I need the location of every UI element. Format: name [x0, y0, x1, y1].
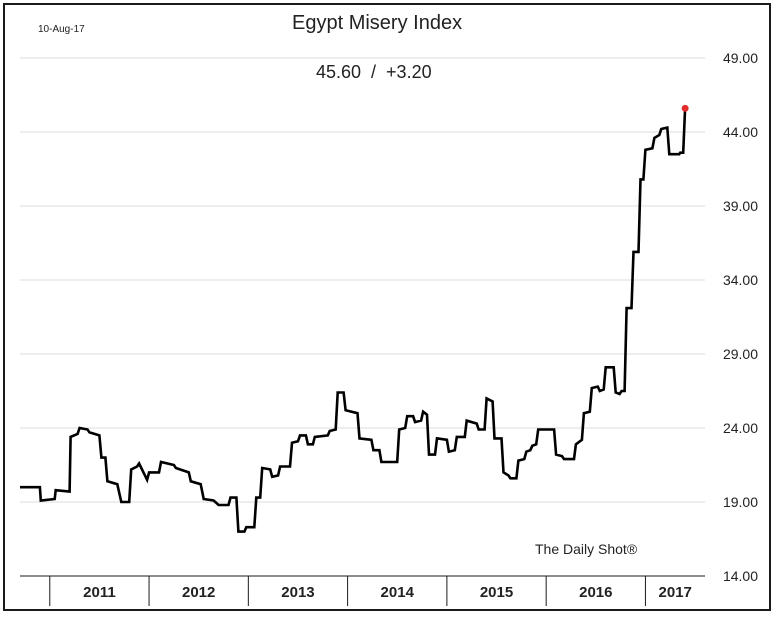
latest-point-marker: [681, 104, 689, 112]
x-axis: 2011 2012 2013 2014 2015 2016 2017: [20, 575, 705, 606]
x-tick-label: 2011: [83, 584, 116, 601]
misery-index-line: [20, 108, 687, 533]
x-tick-label: 2015: [480, 584, 513, 601]
y-tick-label: 49.00: [723, 50, 758, 66]
y-tick-label: 39.00: [723, 198, 758, 214]
x-tick-label: 2013: [281, 584, 314, 601]
y-axis-ticks: 14.00 19.00 24.00 29.00 34.00 39.00 44.00 49.00: [723, 50, 758, 584]
source-label: The Daily Shot®: [535, 541, 638, 557]
x-tick-label: 2012: [182, 584, 215, 601]
x-tick-label: 2016: [579, 584, 612, 601]
y-tick-label: 44.00: [723, 124, 758, 140]
chart-date: 10-Aug-17: [38, 24, 85, 35]
y-tick-label: 19.00: [723, 494, 758, 510]
y-tick-label: 24.00: [723, 420, 758, 436]
series-group: [20, 104, 689, 533]
chart-frame: [3, 3, 771, 611]
y-tick-label: 29.00: [723, 346, 758, 362]
x-tick-label: 2014: [381, 584, 415, 601]
latest-value-label: 45.60 / +3.20: [316, 62, 432, 82]
gridlines: [20, 57, 705, 503]
chart-title: Egypt Misery Index: [292, 12, 463, 34]
y-tick-label: 14.00: [723, 568, 758, 584]
y-tick-label: 34.00: [723, 272, 758, 288]
x-tick-label: 2017: [659, 584, 692, 601]
